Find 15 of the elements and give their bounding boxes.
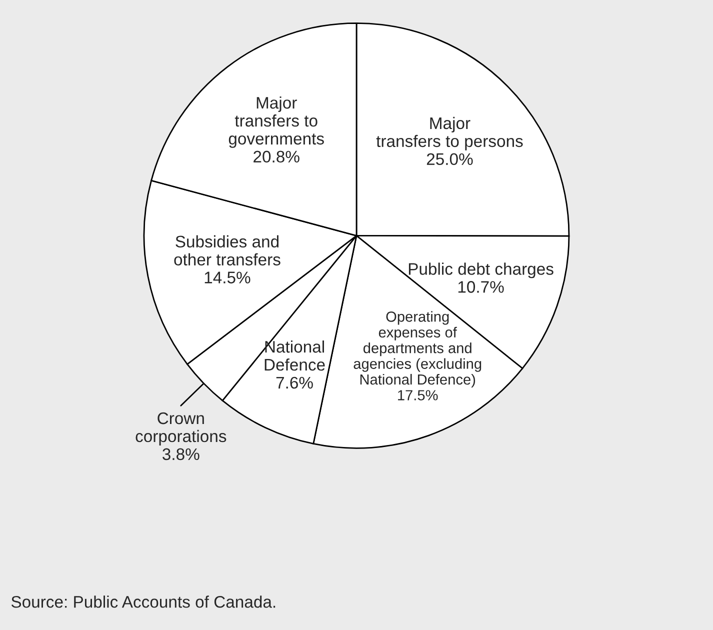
slice-label: Operating expenses of departments and agencies (excluding National Defence) bbox=[354, 311, 482, 388]
slice-label: Major transfers to governments bbox=[228, 96, 324, 148]
data-label: 10.7% bbox=[458, 281, 504, 293]
data-label: 7.6% bbox=[276, 376, 313, 389]
data-label: 20.8% bbox=[254, 150, 300, 163]
slice-label: National Defence bbox=[264, 340, 325, 371]
data-label: 3.8% bbox=[162, 448, 200, 460]
slice-label: Public debt charges bbox=[408, 262, 554, 278]
data-label: 25.0% bbox=[426, 153, 473, 166]
slice-label: Major transfers to persons bbox=[376, 116, 523, 150]
source-note: Source: Public Accounts of Canada. bbox=[11, 596, 276, 608]
data-label: 14.5% bbox=[204, 272, 250, 284]
slice-label: Crown corporations bbox=[136, 412, 226, 446]
slice-label: Subsidies and other transfers bbox=[174, 235, 280, 266]
data-label: 17.5% bbox=[398, 390, 438, 400]
